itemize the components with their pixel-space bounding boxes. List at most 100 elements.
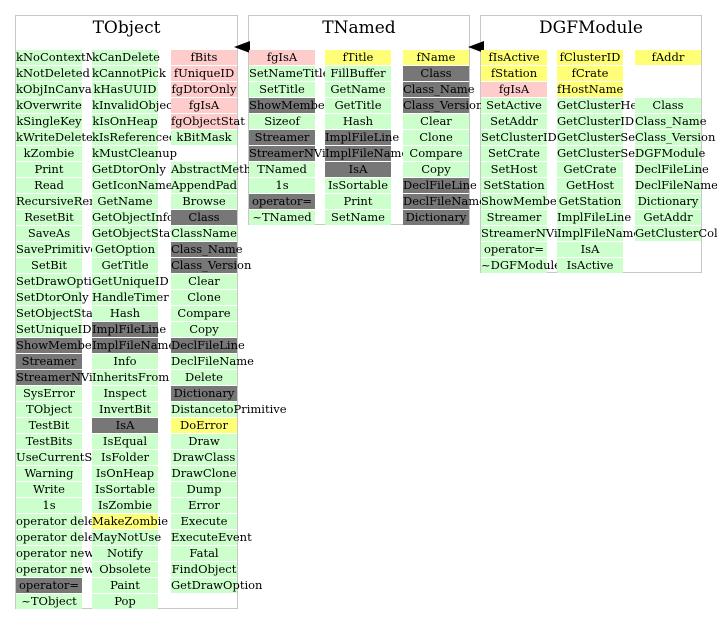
member-item: GetStation: [557, 194, 623, 209]
member-item: Dictionary: [403, 210, 469, 225]
member-item: IsSortable: [325, 178, 391, 193]
member-item: fCrate: [557, 66, 623, 81]
member-item: SysError: [16, 386, 82, 401]
member-item: IsA: [325, 162, 391, 177]
member-item: Clone: [171, 290, 237, 305]
tnamed-column-1: fgIsA SetNameTitle SetTitle ShowMembers Size…: [249, 50, 354, 226]
member-item: Print: [325, 194, 391, 209]
member-item: StreamerNVirtual: [481, 226, 586, 241]
member-item: SetClusterID: [481, 130, 557, 145]
member-item: SetUniqueID: [16, 322, 92, 337]
member-item: DeclFileLine: [635, 162, 709, 177]
member-item: ImplFileLine: [92, 322, 167, 337]
member-item: SetDrawOption: [16, 274, 107, 289]
member-item: Class: [635, 98, 701, 113]
member-item: kObjInCanvas: [16, 82, 98, 97]
member-item: DoError: [171, 418, 237, 433]
class-title: TObject: [92, 18, 161, 38]
member-item: fStation: [481, 66, 547, 81]
member-item: InheritsFrom: [92, 370, 170, 385]
member-item: UseCurrentStyle: [16, 450, 114, 465]
member-item: fgIsA: [481, 82, 547, 97]
member-item: ShowMembers: [16, 338, 104, 353]
dgfmodule-column-2: fClusterID fCrate fHostName GetClusterHexNu…: [557, 50, 678, 274]
member-item: ShowMembers: [481, 194, 569, 209]
member-item: Class: [403, 66, 469, 81]
member-item: kNotDeleted: [16, 66, 90, 81]
member-item: operator new[]: [16, 562, 104, 577]
member-item: ~TNamed: [249, 210, 315, 225]
member-item: GetObjectInfo: [92, 210, 174, 225]
member-item: Warning: [16, 466, 82, 481]
member-item: ExecuteEvent: [171, 530, 252, 545]
member-item: TestBit: [16, 418, 82, 433]
member-item: GetTitle: [325, 98, 391, 113]
member-item: kCannotPick: [92, 66, 166, 81]
member-item: SetActive: [481, 98, 547, 113]
member-item: Clear: [171, 274, 237, 289]
member-item: fgIsA: [249, 50, 315, 65]
member-item: IsActive: [557, 258, 623, 273]
member-item: SetBit: [16, 258, 82, 273]
member-item: fgDtorOnly: [171, 82, 237, 97]
member-item: GetIconName: [92, 178, 173, 193]
member-item: FindObject: [171, 562, 237, 577]
member-item: Class_Name: [403, 82, 475, 97]
member-item: Class_Name: [171, 242, 243, 257]
member-item: kInvalidObject: [92, 98, 178, 113]
tnamed-column-2: fTitle FillBuffer GetName GetTitle Hash ImplF…: [325, 50, 409, 226]
member-item: fAddr: [635, 50, 701, 65]
member-item: kNoContextMenu: [16, 50, 120, 65]
member-item: SetName: [325, 210, 391, 225]
member-item: ~DGFModule: [481, 258, 561, 273]
member-item: Obsolete: [92, 562, 158, 577]
member-item: InvertBit: [92, 402, 158, 417]
member-item: fHostName: [557, 82, 624, 97]
member-item: DeclFileName: [171, 354, 254, 369]
member-item: Pop: [92, 594, 158, 609]
tobject-column-1: kNoContextMenu kNotDeleted kObjInCanvas kOv…: [16, 50, 121, 610]
member-item: GetClusterColor: [635, 226, 717, 241]
member-item: Streamer: [249, 130, 315, 145]
member-item: SaveAs: [16, 226, 82, 241]
member-item: Streamer: [481, 210, 547, 225]
member-item: AbstractMethod: [171, 162, 266, 177]
member-item: Copy: [403, 162, 469, 177]
member-item: IsSortable: [92, 482, 158, 497]
member-item: MakeZombie: [92, 514, 169, 529]
member-item: TestBits: [16, 434, 82, 449]
member-item: fBits: [171, 50, 237, 65]
member-item: DrawClass: [171, 450, 237, 465]
member-item: Info: [92, 354, 158, 369]
member-item: Hash: [92, 306, 158, 321]
member-item: Class_Version: [635, 130, 716, 145]
member-item: kZombie: [16, 146, 82, 161]
member-empty: [635, 66, 701, 81]
member-item: Class_Version: [403, 98, 484, 113]
member-item: SetObjectStat: [16, 306, 98, 321]
member-item: Clone: [403, 130, 469, 145]
member-empty: [635, 82, 701, 97]
member-item: ImplFileName: [557, 226, 641, 241]
tobject-column-3: fBits fUniqueID fgDtorOnly fgIsA fgObjectSta…: [171, 50, 287, 594]
member-item: SetNameTitle: [249, 66, 330, 81]
member-item: ImplFileLine: [325, 130, 400, 145]
member-item: ImplFileName: [325, 146, 409, 161]
member-item: ~TObject: [16, 594, 82, 609]
member-item: GetHost: [557, 178, 623, 193]
member-item: Compare: [403, 146, 469, 161]
member-item: fTitle: [325, 50, 391, 65]
member-item: SetStation: [481, 178, 547, 193]
member-item: GetTitle: [92, 258, 158, 273]
member-item: GetName: [325, 82, 391, 97]
member-item: Print: [16, 162, 82, 177]
member-item: GetObjectStat: [92, 226, 175, 241]
member-item: Copy: [171, 322, 237, 337]
member-item: Class: [171, 210, 237, 225]
member-item: kCanDelete: [92, 50, 160, 65]
member-item: SetAddr: [481, 114, 547, 129]
member-item: IsOnHeap: [92, 466, 158, 481]
member-item: kMustCleanup: [92, 146, 177, 161]
member-item: GetUniqueID: [92, 274, 169, 289]
member-item: Fatal: [171, 546, 237, 561]
